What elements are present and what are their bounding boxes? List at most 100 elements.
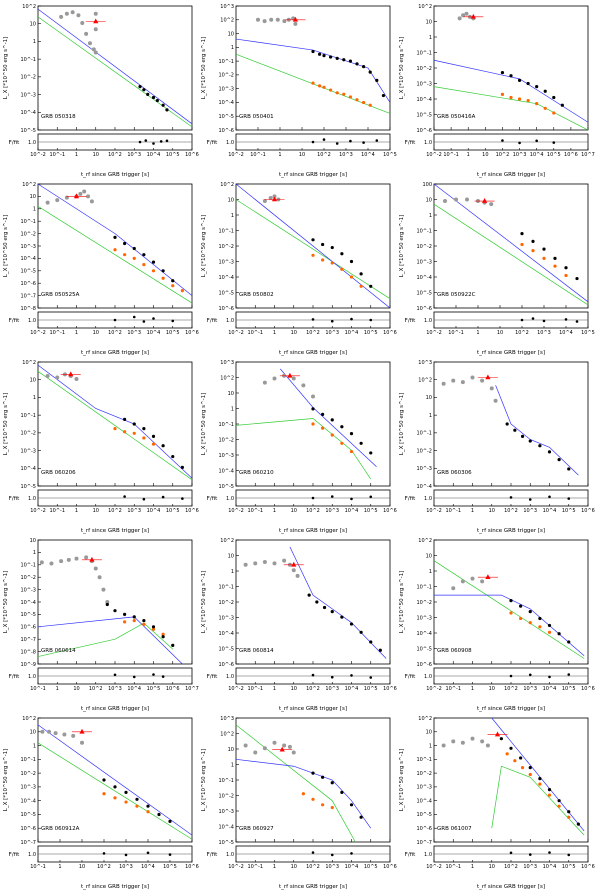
xrt-data-point (557, 799, 561, 803)
y-tick-label: 10^-8 (20, 306, 36, 312)
residual-point (330, 675, 334, 679)
x-tick-label: 10 (79, 864, 85, 870)
orange-data-point (142, 263, 146, 267)
residual-reference-label: 1.0 (226, 318, 234, 324)
x-tick-label: 10^4 (345, 686, 359, 692)
xrt-data-point (132, 246, 136, 251)
grb-name: GRB 050922C (437, 292, 476, 298)
x-tick-label: 10^3 (325, 330, 339, 336)
xrt-data-point (349, 803, 354, 807)
xrt-data-point (557, 458, 561, 462)
bat-data-point (493, 398, 498, 403)
residual-point (335, 142, 339, 145)
residual-point (161, 675, 165, 678)
residual-point (161, 495, 165, 499)
xrt-data-point (553, 256, 557, 260)
bat-data-point (89, 199, 94, 204)
peak-marker (287, 372, 293, 378)
orange-data-point (538, 782, 542, 786)
xrt-data-point (340, 425, 344, 429)
green-fit-line (37, 371, 193, 481)
xrt-data-point (151, 260, 156, 264)
peak-marker (68, 371, 74, 377)
xrt-data-point (359, 815, 363, 819)
y-tick-label: 10^-5 (416, 112, 432, 118)
chart-panel: 10^-2 10^-1 1 10 10^2 10^3 10^4 10^5 10^610^-410… (399, 360, 595, 534)
y-tick-label: 10^-3 (218, 809, 234, 815)
xrt-data-point (330, 610, 334, 614)
orange-data-point (322, 85, 326, 89)
y-tick-label: 10^-1 (20, 757, 36, 763)
y-tick-label: 10 (228, 31, 234, 37)
y-tick-label: 1 (429, 413, 432, 419)
residual-point (146, 851, 150, 855)
blue-fit-line (491, 717, 585, 832)
residual-point (369, 495, 373, 499)
orange-data-point (311, 422, 315, 426)
y-tick-label: 10^-5 (218, 114, 234, 120)
x-tick-label: 10^6 (383, 686, 397, 692)
x-tick-label: 10^4 (147, 508, 161, 514)
residual-point (138, 140, 142, 144)
y-tick-label: 10^-5 (20, 128, 36, 134)
peak-marker (271, 196, 278, 202)
x-axis-label: t_rf since GRB trigger [s] (279, 884, 347, 890)
xrt-data-point (369, 640, 373, 644)
xrt-data-point (499, 737, 503, 741)
y-tick-label: 1 (231, 569, 234, 575)
y-tick-label: 10^-3 (416, 81, 432, 87)
y-tick-label: 10^-4 (218, 468, 234, 474)
bat-data-point (460, 579, 465, 584)
y-tick-label: 10^-6 (416, 306, 432, 312)
bat-data-point (70, 10, 75, 15)
orange-data-point (517, 97, 522, 101)
orange-data-point (500, 92, 505, 96)
plot-frame (235, 5, 391, 131)
y-tick-label: 10 (228, 197, 234, 203)
y-tick-label: 10^-6 (20, 281, 36, 287)
y-tick-label: 1 (33, 550, 36, 556)
x-tick-label: 10 (291, 330, 297, 336)
orange-data-point (180, 289, 184, 293)
x-tick-label: 10^2 (108, 508, 122, 514)
y-tick-label: 10^2 (220, 731, 234, 737)
y-tick-label: 10^-2 (416, 771, 432, 777)
chart-panel: 10^-2 10^-1 1 10 10^2 10^3 10^4 10^5 10^610^-610… (201, 538, 397, 712)
xrt-data-point (355, 62, 359, 66)
xrt-data-point (102, 778, 106, 782)
blue-fit-line (37, 364, 193, 479)
bat-data-point (49, 561, 54, 566)
y-tick-label: 1 (231, 406, 234, 412)
xrt-data-point (155, 98, 159, 103)
xrt-data-point (142, 619, 146, 623)
bat-data-point (78, 191, 83, 196)
bat-data-point (291, 568, 296, 573)
blue-fit-line (235, 758, 372, 829)
x-axis-label: t_rf since GRB trigger [s] (279, 172, 347, 178)
grb-name: GRB 060912A (41, 826, 80, 832)
peak-marker (279, 746, 285, 752)
xrt-data-point (369, 284, 373, 288)
y-tick-label: 10^-5 (20, 269, 36, 275)
y-tick-label: 10 (30, 22, 36, 28)
xrt-data-point (113, 609, 117, 613)
orange-data-point (142, 622, 146, 626)
xrt-data-point (330, 418, 334, 422)
residual-point (552, 141, 556, 144)
x-tick-label: 10^3 (325, 864, 339, 870)
y-tick-label: 10^-7 (20, 840, 36, 846)
bat-data-point (272, 561, 277, 566)
bat-data-point (45, 200, 50, 205)
blue-fit-line (495, 385, 579, 476)
blue-fit-line (235, 183, 391, 309)
orange-data-point (355, 98, 359, 102)
green-fit-line (235, 724, 356, 843)
x-tick-label: 1 (471, 686, 474, 692)
peak-marker (482, 198, 488, 203)
xrt-data-point (564, 266, 568, 270)
residual-axis-label: F/fit (9, 496, 20, 502)
x-tick-label: 10^5 (166, 330, 180, 336)
y-tick-label: 10^-2 (218, 437, 234, 443)
y-tick-label: 10^-3 (416, 466, 432, 472)
xrt-data-point (329, 55, 333, 59)
